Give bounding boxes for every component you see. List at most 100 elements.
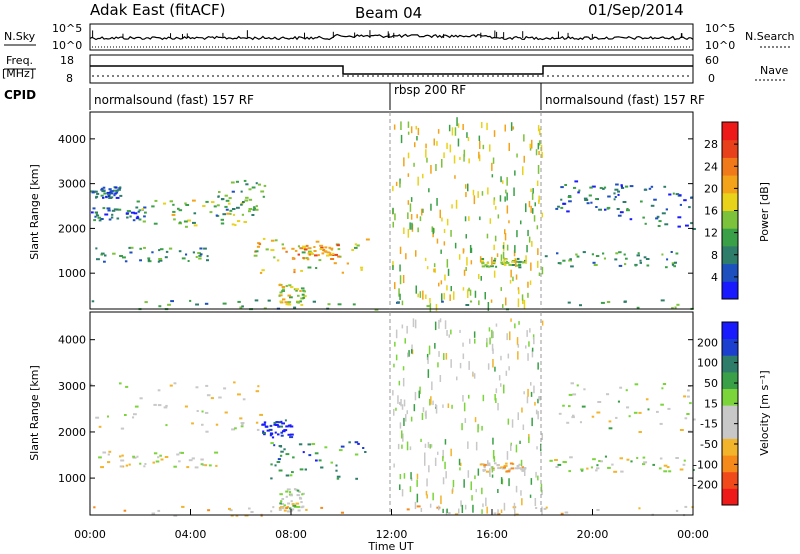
power-cell [664,223,669,226]
power-cell [308,253,311,256]
power-cell [672,192,675,195]
velocity-cell [304,468,307,471]
time-xtick-label: 20:00 [577,528,609,541]
velocity-cell [239,417,243,420]
velocity-cell [495,398,497,403]
power-cell [101,187,104,190]
velocity-cell [282,430,286,433]
velocity-cell [301,493,304,496]
power-cell [392,261,394,268]
power-cell [541,266,544,275]
power-cell [255,250,259,253]
velocity-cell [107,461,111,464]
velocity-cbar-segment [722,455,738,473]
power-cell [106,207,111,210]
power-cell [328,253,332,256]
velocity-cell [416,505,421,508]
power-cell [245,183,249,186]
power-cell [94,215,97,218]
power-cell [467,183,469,192]
power-cell [528,236,531,243]
power-cell [253,206,256,209]
velocity-cell [240,425,244,428]
power-cell [206,259,209,262]
power-cell [620,185,623,188]
power-cell [136,200,140,203]
power-cell [393,124,396,130]
power-cell [469,300,473,303]
velocity-cell [292,504,297,507]
power-cell [172,203,175,206]
power-cbar-tick-label: 4 [711,271,718,284]
power-cell [225,199,230,202]
power-ylabel: Slant Range [km] [28,164,41,260]
power-cell [465,234,467,239]
velocity-cell [619,457,623,460]
power-cell [508,220,510,224]
power-cell [440,249,442,254]
power-cell [303,290,306,293]
velocity-cell [636,457,639,459]
velocity-cbar-tick-label: -200 [693,479,718,492]
velocity-cell [581,405,586,408]
power-cell [193,224,198,227]
power-cell [317,254,320,257]
velocity-cell [399,422,402,429]
velocity-cell [144,463,147,465]
power-cell [307,252,311,255]
velocity-cell [647,408,650,411]
velocity-cell [428,345,431,355]
power-cell [679,203,682,206]
power-cell [135,217,140,220]
time-xtick-label: 04:00 [175,528,207,541]
velocity-cell [399,401,401,405]
count-tick-top: 10^5 [52,22,82,35]
power-cell [443,152,445,159]
power-cell [666,258,669,261]
power-cell [409,222,411,230]
velocity-cell [291,508,295,511]
power-cell [141,208,144,211]
power-cell [392,265,394,270]
power-cell [210,201,215,204]
velocity-cell [491,466,494,473]
velocity-cell [596,411,601,414]
power-cell [235,180,239,183]
power-cell [95,247,98,250]
power-cell [426,305,431,308]
velocity-cell [357,442,360,445]
power-cell [650,185,654,188]
power-cell [293,268,296,271]
velocity-cell [468,394,470,399]
velocity-cell [442,456,444,462]
cpid-label: CPID [4,88,36,102]
velocity-cell [554,459,558,461]
velocity-cell [273,444,276,447]
velocity-cell [596,509,600,511]
power-cell [506,205,509,214]
power-cell [451,127,454,136]
nave-tick-top: 60 [705,54,719,67]
velocity-cell [537,398,539,404]
power-cell [138,209,142,212]
power-cell [96,214,100,217]
velocity-cell [439,318,442,323]
velocity-cell [581,469,584,472]
velocity-cell [155,460,160,463]
power-cell [244,199,249,202]
power-cell [450,286,452,292]
velocity-cell [686,395,690,398]
power-cell [645,258,650,260]
power-cell [512,126,515,130]
power-cell [464,216,467,222]
power-colorbar: 28 24 20 16 12 8 4 [704,121,739,300]
cpid-segment-3: normalsound (fast) 157 RF [545,93,705,107]
velocity-cell [293,505,297,508]
power-cell [615,252,619,255]
velocity-cell [500,383,502,387]
power-cell [670,251,673,253]
velocity-cell [684,417,688,420]
velocity-cell [136,455,139,458]
power-cell [493,130,496,137]
velocity-cell [214,451,219,454]
